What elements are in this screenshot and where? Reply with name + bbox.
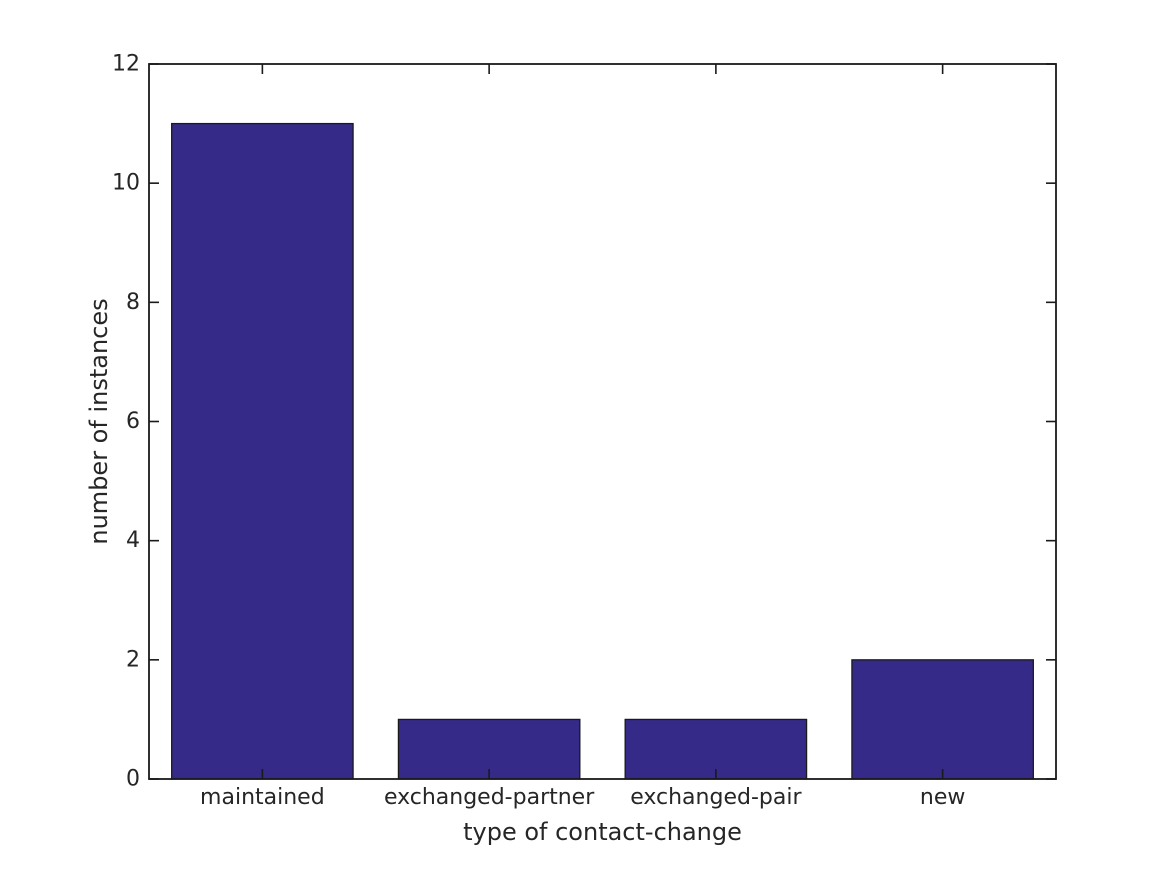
- y-axis-label: number of instances: [85, 298, 113, 544]
- y-tick-label-6: 6: [126, 409, 140, 434]
- y-tick-label-8: 8: [126, 290, 140, 315]
- y-tick-label-0: 0: [126, 767, 140, 792]
- x-tick-label-exchanged-partner: exchanged-partner: [384, 785, 595, 810]
- y-tick-label-4: 4: [126, 528, 140, 553]
- x-tick-label-maintained: maintained: [200, 785, 325, 810]
- bar-new: [851, 659, 1034, 780]
- x-tick-label-new: new: [920, 785, 965, 810]
- x-axis-label: type of contact-change: [463, 818, 742, 846]
- x-tick-label-exchanged-pair: exchanged-pair: [630, 785, 802, 810]
- y-tick-label-2: 2: [126, 647, 140, 672]
- y-tick-label-12: 12: [112, 52, 140, 77]
- bar-maintained: [171, 122, 354, 780]
- y-tick-label-10: 10: [112, 171, 140, 196]
